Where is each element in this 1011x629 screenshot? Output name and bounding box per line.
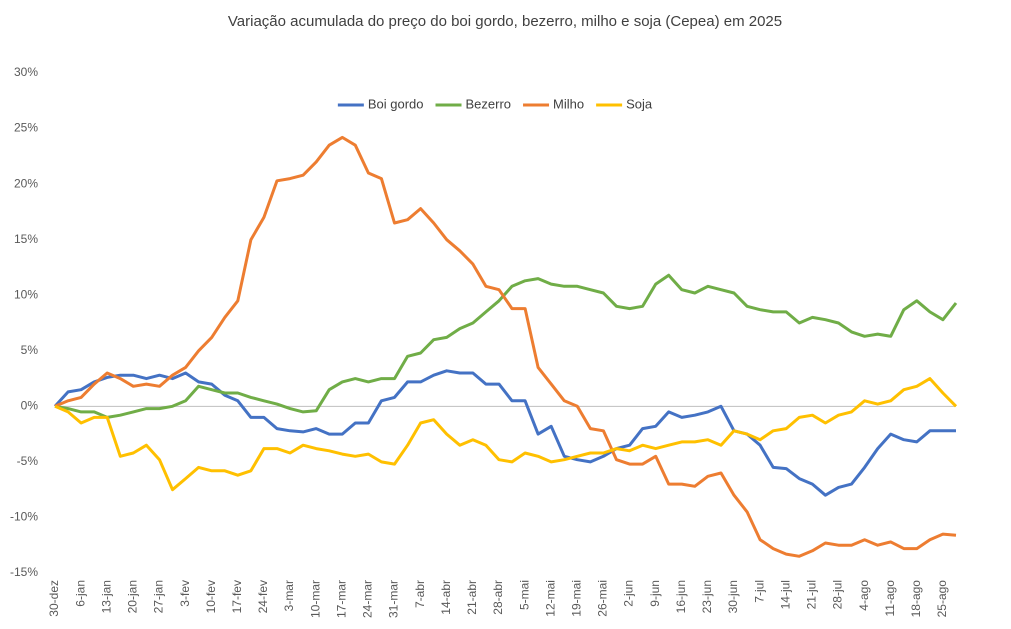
x-tick-label: 24-fev bbox=[256, 580, 270, 613]
x-tick-label: 21-jul bbox=[805, 580, 819, 609]
y-tick-label: -10% bbox=[10, 510, 38, 524]
x-tick-label: 31-mar bbox=[387, 580, 401, 618]
y-tick-label: -5% bbox=[17, 454, 39, 468]
x-tick-label: 19-mai bbox=[569, 580, 583, 617]
series-line bbox=[53, 369, 956, 497]
x-tick-label: 3-mar bbox=[282, 580, 296, 611]
legend-label: Milho bbox=[553, 96, 584, 111]
x-tick-label: 6-jan bbox=[73, 580, 87, 607]
x-tick-label: 10-fev bbox=[204, 580, 218, 613]
x-tick-label: 16-jun bbox=[674, 580, 688, 613]
x-tick-label: 3-fev bbox=[178, 580, 192, 607]
x-tick-label: 7-abr bbox=[413, 580, 427, 608]
x-tick-label: 27-jan bbox=[152, 580, 166, 613]
series-line bbox=[54, 377, 958, 492]
x-tick-label: 26-mai bbox=[596, 580, 610, 617]
x-tick-label: 17-mar bbox=[334, 580, 348, 618]
x-tick-label: 25-ago bbox=[935, 580, 949, 618]
y-tick-label: 15% bbox=[14, 232, 38, 246]
x-tick-label: 14-abr bbox=[439, 580, 453, 615]
x-tick-label: 5-mai bbox=[517, 580, 531, 610]
x-tick-label: 20-jan bbox=[126, 580, 140, 613]
y-tick-label: 25% bbox=[14, 121, 38, 135]
series-line bbox=[54, 135, 957, 558]
y-tick-label: 20% bbox=[14, 176, 38, 190]
x-tick-label: 9-jun bbox=[648, 580, 662, 607]
y-tick-label: 0% bbox=[21, 399, 39, 413]
x-tick-label: 14-jul bbox=[778, 580, 792, 609]
x-tick-label: 12-mai bbox=[543, 580, 557, 617]
x-tick-label: 2-jun bbox=[622, 580, 636, 607]
x-tick-label: 30-dez bbox=[47, 580, 61, 617]
x-tick-label: 28-jul bbox=[831, 580, 845, 609]
x-tick-label: 7-jul bbox=[752, 580, 766, 603]
y-tick-label: 30% bbox=[14, 65, 38, 79]
x-tick-label: 23-jun bbox=[700, 580, 714, 613]
legend-label: Soja bbox=[626, 96, 653, 111]
y-tick-label: 10% bbox=[14, 287, 38, 301]
x-tick-label: 17-fev bbox=[230, 580, 244, 613]
x-tick-label: 18-ago bbox=[909, 580, 923, 618]
y-tick-label: 5% bbox=[21, 343, 39, 357]
x-tick-label: 4-ago bbox=[857, 580, 871, 611]
legend-label: Bezerro bbox=[466, 96, 512, 111]
chart-title: Variação acumulada do preço do boi gordo… bbox=[228, 13, 782, 30]
x-tick-label: 21-abr bbox=[465, 580, 479, 615]
legend-label: Boi gordo bbox=[368, 96, 424, 111]
x-tick-label: 28-abr bbox=[491, 580, 505, 615]
x-tick-label: 10-mar bbox=[308, 580, 322, 618]
series-line bbox=[54, 273, 958, 419]
x-tick-label: 24-mar bbox=[361, 580, 375, 618]
x-tick-label: 11-ago bbox=[883, 580, 897, 617]
x-tick-label: 13-jan bbox=[99, 580, 113, 613]
y-tick-label: -15% bbox=[10, 565, 38, 579]
x-tick-label: 30-jun bbox=[726, 580, 740, 613]
